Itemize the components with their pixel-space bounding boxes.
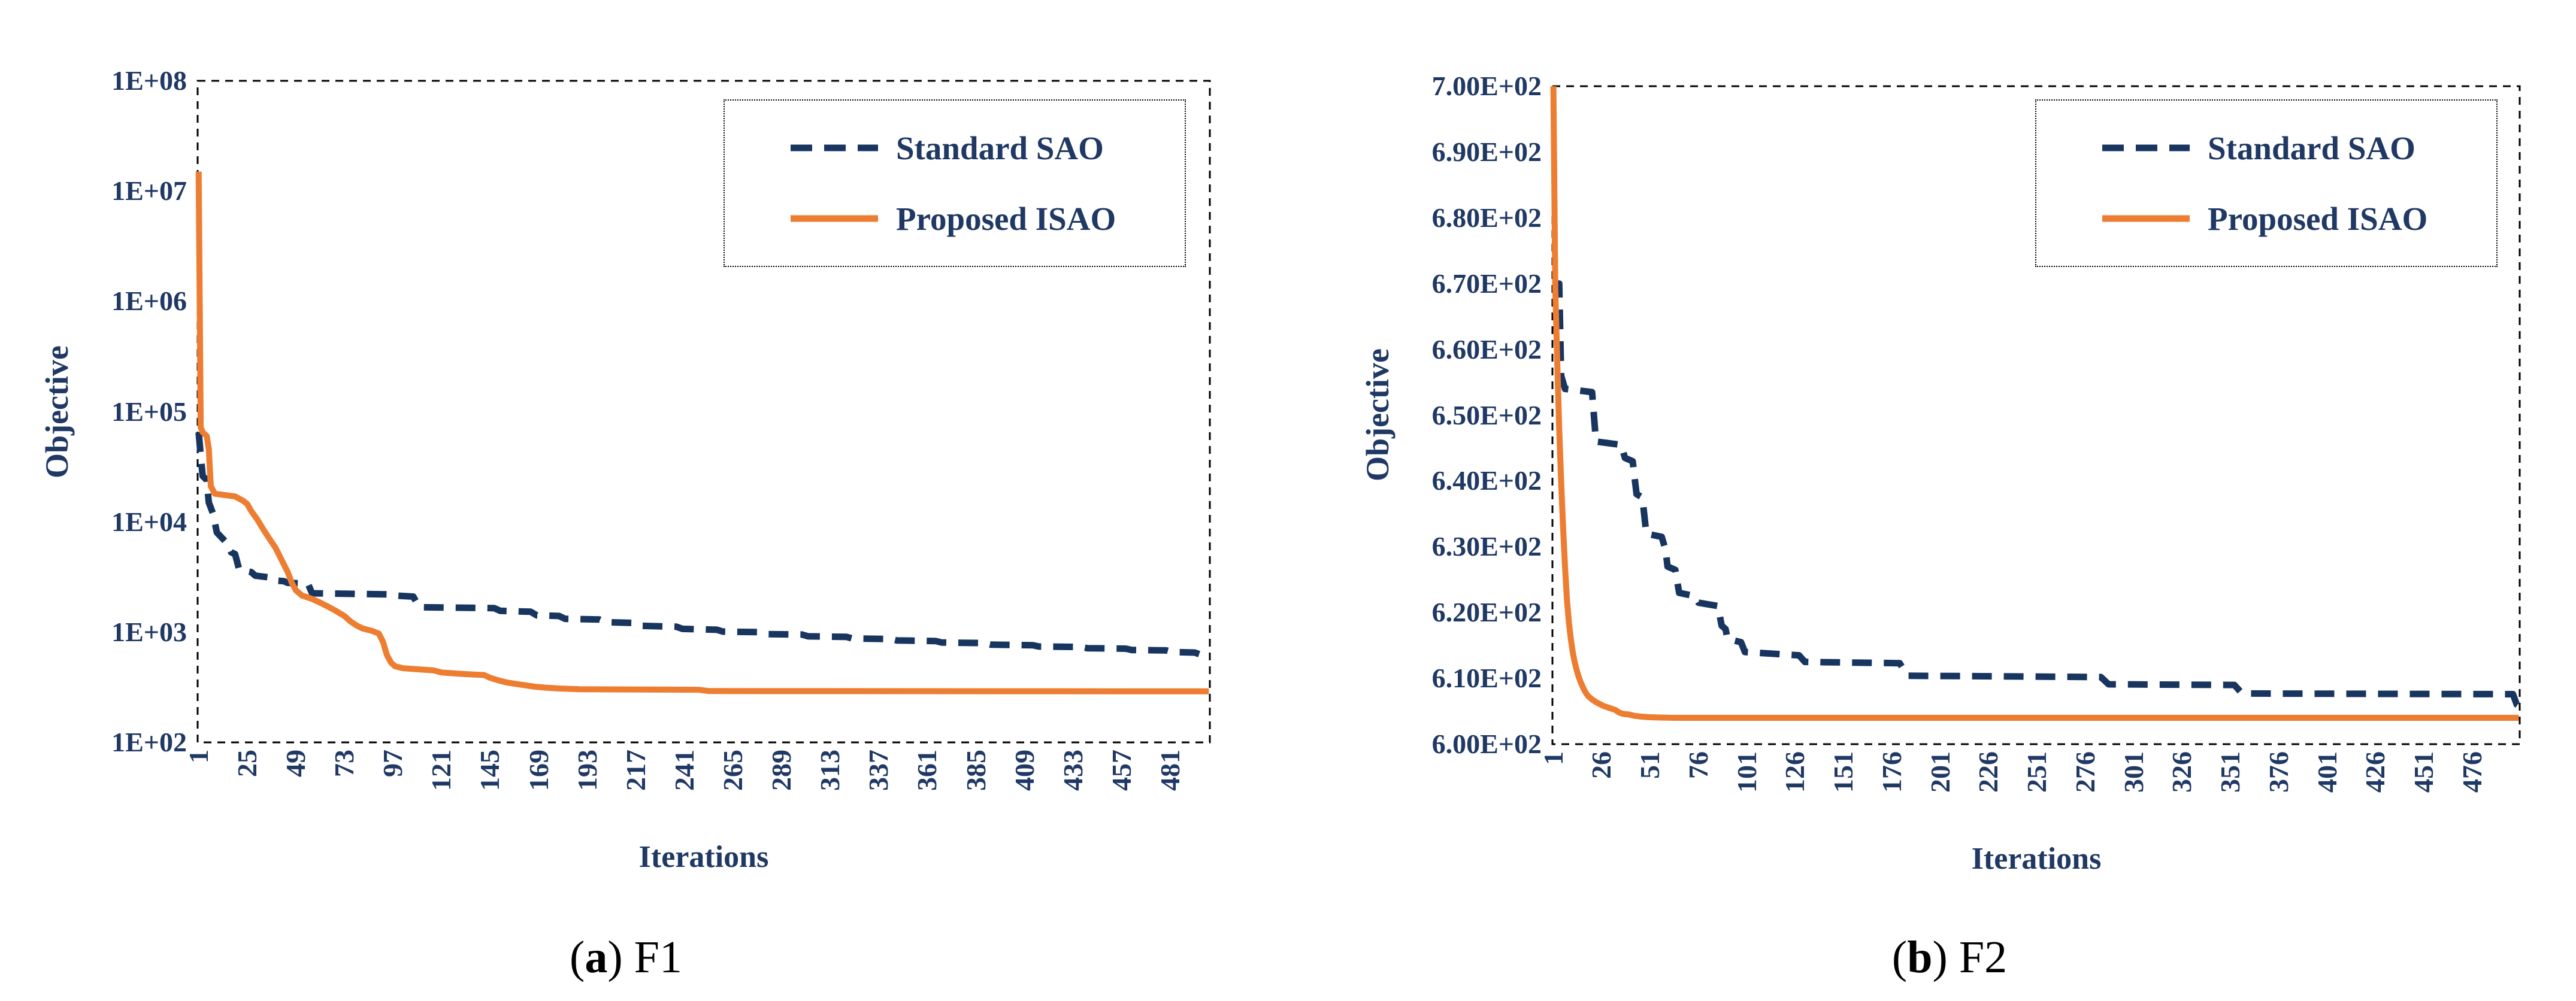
legend-dashed-line-icon bbox=[2102, 144, 2190, 151]
x-tick-label: 326 bbox=[2166, 751, 2197, 793]
x-tick-label: 217 bbox=[620, 750, 651, 791]
y-tick-label: 6.50E+02 bbox=[1431, 399, 1542, 430]
y-tick-label: 1E+05 bbox=[111, 396, 187, 427]
y-tick-label: 1E+04 bbox=[111, 506, 187, 537]
x-tick-label: 451 bbox=[2408, 751, 2439, 793]
x-axis-title-a: Iterations bbox=[638, 840, 769, 874]
y-tick-label: 1E+07 bbox=[111, 175, 187, 207]
y-tick-label: 6.00E+02 bbox=[1431, 729, 1542, 759]
x-tick-label: 376 bbox=[2263, 751, 2294, 793]
x-tick-label: 241 bbox=[668, 750, 700, 791]
x-tick-label: 176 bbox=[1876, 751, 1907, 793]
x-tick-label: 401 bbox=[2311, 751, 2342, 793]
x-tick-label: 151 bbox=[1828, 751, 1859, 793]
x-tick-label: 97 bbox=[377, 750, 408, 777]
series-line-proposed-isao bbox=[195, 171, 1209, 694]
legend-solid-line-icon bbox=[2102, 215, 2190, 222]
x-tick-label: 481 bbox=[1155, 750, 1186, 791]
caption-letter: b bbox=[1907, 932, 1933, 982]
y-tick-label: 6.80E+02 bbox=[1431, 202, 1542, 233]
y-tick-label: 6.70E+02 bbox=[1431, 268, 1542, 299]
x-tick-label: 385 bbox=[960, 750, 991, 791]
legend-dashed-line-icon bbox=[791, 144, 878, 151]
legend-label-proposed-isao: Proposed ISAO bbox=[2208, 200, 2428, 237]
y-tick-label: 1E+03 bbox=[111, 616, 187, 647]
x-tick-label: 1 bbox=[183, 750, 214, 763]
caption-letter: a bbox=[585, 932, 608, 982]
legend-box-a: Standard SAO Proposed ISAO bbox=[724, 99, 1186, 267]
x-tick-label: 276 bbox=[2069, 751, 2100, 793]
x-tick-label: 409 bbox=[1009, 750, 1040, 791]
y-tick-label: 6.60E+02 bbox=[1431, 333, 1542, 365]
plot-border bbox=[1551, 85, 2521, 745]
y-tick-label: 6.40E+02 bbox=[1431, 465, 1542, 496]
x-tick-label: 301 bbox=[2118, 751, 2149, 793]
legend-item-proposed-isao-a: Proposed ISAO bbox=[789, 200, 1179, 238]
x-tick-label: 121 bbox=[426, 750, 457, 791]
x-tick-label: 126 bbox=[1779, 751, 1811, 793]
x-tick-label: 433 bbox=[1057, 750, 1088, 791]
legend-label-standard-sao: Standard SAO bbox=[2208, 129, 2415, 166]
legend-item-proposed-isao-b: Proposed ISAO bbox=[2101, 200, 2490, 238]
caption-function-name: F2 bbox=[1959, 932, 2008, 982]
series-line-proposed-isao bbox=[1550, 86, 2519, 721]
caption-paren-open: ( bbox=[1891, 932, 1908, 982]
series-line-standard-sao bbox=[1553, 280, 2521, 709]
y-tick-label: 6.10E+02 bbox=[1431, 663, 1542, 694]
caption-paren-open: ( bbox=[570, 932, 585, 982]
x-tick-label: 193 bbox=[571, 750, 603, 791]
x-tick-label: 361 bbox=[912, 750, 943, 791]
y-tick-label: 1E+08 bbox=[111, 65, 187, 96]
y-axis-title-b: Objective bbox=[1360, 348, 1396, 481]
y-tick-label: 7.00E+02 bbox=[1431, 71, 1542, 101]
x-tick-label: 101 bbox=[1731, 751, 1762, 793]
x-tick-label: 201 bbox=[1924, 751, 1956, 793]
x-tick-label: 313 bbox=[815, 750, 846, 791]
legend-label-standard-sao: Standard SAO bbox=[896, 129, 1104, 166]
caption-paren-close: ) bbox=[607, 932, 623, 982]
x-tick-label: 351 bbox=[2215, 751, 2246, 793]
y-tick-label: 6.90E+02 bbox=[1431, 136, 1542, 167]
x-tick-label: 49 bbox=[280, 750, 311, 777]
legend-label-proposed-isao: Proposed ISAO bbox=[896, 200, 1116, 237]
x-tick-label: 169 bbox=[523, 750, 554, 791]
caption-paren-close: ) bbox=[1932, 932, 1948, 982]
x-tick-label: 251 bbox=[2021, 751, 2053, 793]
x-tick-label: 426 bbox=[2360, 751, 2391, 793]
x-tick-label: 457 bbox=[1106, 750, 1137, 791]
caption-function-name: F1 bbox=[634, 932, 682, 982]
subfigure-caption-a: (a) F1 bbox=[570, 932, 682, 984]
x-tick-label: 73 bbox=[329, 750, 360, 777]
y-tick-label: 1E+02 bbox=[111, 727, 187, 757]
x-tick-label: 289 bbox=[766, 750, 797, 791]
x-tick-label: 145 bbox=[474, 750, 505, 791]
legend-item-standard-sao-a: Standard SAO bbox=[789, 129, 1179, 167]
x-axis-title-b: Iterations bbox=[1971, 842, 2102, 876]
x-tick-label: 265 bbox=[718, 750, 748, 791]
x-tick-label: 476 bbox=[2456, 751, 2487, 793]
y-tick-label: 1E+06 bbox=[111, 286, 187, 317]
x-tick-label: 1 bbox=[1537, 751, 1569, 765]
x-tick-label: 26 bbox=[1586, 751, 1617, 779]
x-tick-label: 25 bbox=[231, 750, 262, 777]
x-tick-label: 337 bbox=[863, 750, 894, 791]
legend-solid-line-icon bbox=[791, 215, 878, 222]
y-tick-label: 6.20E+02 bbox=[1431, 597, 1542, 628]
legend-item-standard-sao-b: Standard SAO bbox=[2101, 129, 2490, 167]
x-tick-label: 76 bbox=[1682, 751, 1714, 779]
x-tick-label: 226 bbox=[1973, 751, 2004, 793]
subfigure-caption-b: (b) F2 bbox=[1892, 932, 2007, 984]
series-line-standard-sao bbox=[195, 432, 1209, 659]
legend-box-b: Standard SAO Proposed ISAO bbox=[2035, 99, 2498, 267]
x-tick-label: 51 bbox=[1634, 751, 1666, 779]
y-tick-label: 6.30E+02 bbox=[1431, 531, 1542, 562]
